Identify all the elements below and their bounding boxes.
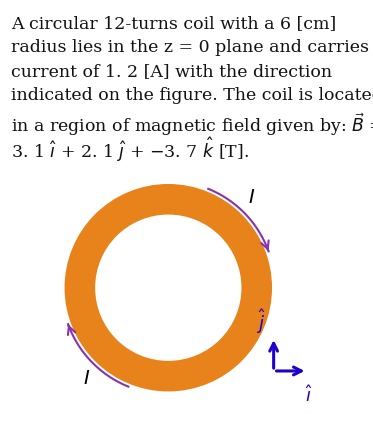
Text: $\hat{j}$: $\hat{j}$ [257,307,266,336]
Text: radius lies in the z = 0 plane and carries a: radius lies in the z = 0 plane and carri… [11,39,373,56]
Text: indicated on the figure. The coil is located: indicated on the figure. The coil is loc… [11,87,373,104]
Text: $I$: $I$ [248,190,255,207]
Text: A circular 12-turns coil with a 6 [cm]: A circular 12-turns coil with a 6 [cm] [11,15,336,32]
Text: current of 1. 2 [A] with the direction: current of 1. 2 [A] with the direction [11,63,332,80]
Circle shape [96,215,241,360]
Text: in a region of magnetic field given by: $\vec{B}$ =: in a region of magnetic field given by: … [11,111,373,137]
Circle shape [79,198,258,377]
Text: $\hat{\imath}$: $\hat{\imath}$ [305,385,313,406]
Text: 3. 1 $\hat{\imath}$ + 2. 1 $\hat{\jmath}$ + $-$3. 7 $\hat{k}$ [T].: 3. 1 $\hat{\imath}$ + 2. 1 $\hat{\jmath}… [11,135,249,164]
Text: $I$: $I$ [83,370,90,387]
